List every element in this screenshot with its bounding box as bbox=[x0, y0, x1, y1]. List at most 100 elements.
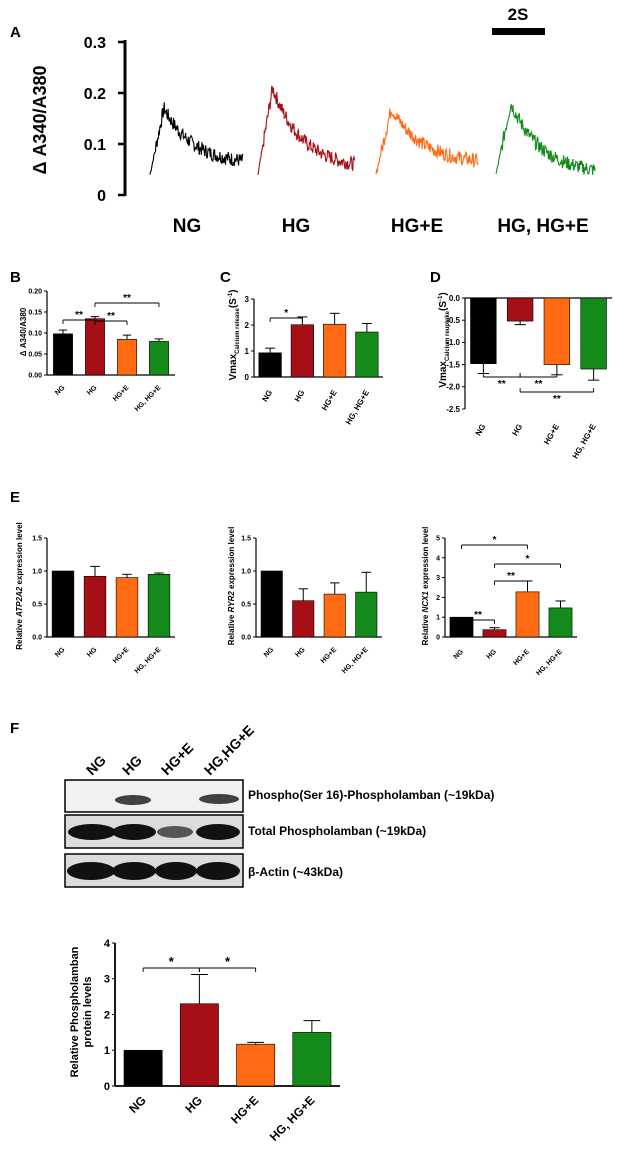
category-label: HG, HG+E bbox=[134, 646, 163, 675]
y-tick-label: 3 bbox=[436, 575, 440, 582]
trace-label-hg-hge: HG, HG+E bbox=[497, 216, 588, 237]
panel-a-ticks: 0 0.1 0.2 0.3 bbox=[84, 35, 125, 205]
y-tick-label: 0.0 bbox=[32, 634, 42, 641]
category-label: HG, HG+E bbox=[341, 646, 370, 675]
trace-3 bbox=[495, 103, 596, 175]
bar-2 bbox=[117, 338, 137, 376]
category-label: NG bbox=[474, 423, 488, 438]
bar-0 bbox=[449, 616, 474, 638]
panel-d-chart: 0.0 -0.5 -1.0 -1.5 -2.0 -2.5 NG HG HG+E HG, HG+E *… bbox=[446, 294, 612, 460]
bar-3 bbox=[355, 331, 379, 378]
blot-row-label: β-Actin (~43kDa) bbox=[248, 865, 343, 879]
category-label: HG+E bbox=[542, 422, 561, 446]
category-label: HG+E bbox=[112, 646, 131, 665]
y-tick-label: 0.3 bbox=[84, 35, 106, 52]
blot-band bbox=[196, 824, 240, 840]
bar-2 bbox=[515, 591, 540, 638]
category-label: HG, HG+E bbox=[267, 1093, 318, 1144]
panel-label-f: F bbox=[10, 720, 19, 737]
panel-f-chart: 0 1 2 3 4 NG HG HG+E HG, HG+E * * bbox=[104, 938, 340, 1144]
y-tick-label: -2.0 bbox=[446, 383, 460, 392]
bar-1 bbox=[83, 575, 107, 638]
bar-3 bbox=[580, 297, 607, 370]
blot-row-label: Phospho(Ser 16)-Phospholamban (~19kDa) bbox=[248, 788, 494, 802]
category-label: HG bbox=[510, 423, 524, 438]
category-label: HG, HG+E bbox=[134, 384, 163, 413]
bar-3 bbox=[355, 591, 378, 638]
panel-c-chart: 0 1 2 3 NG HG HG+E HG, HG+E * bbox=[245, 295, 383, 426]
category-label: HG, HG+E bbox=[344, 388, 371, 426]
category-label: HG bbox=[293, 389, 307, 404]
panel-b-ylabel: Δ A340/A380 bbox=[19, 307, 28, 356]
y-tick-label: 2 bbox=[245, 321, 250, 330]
category-label: NG bbox=[54, 646, 67, 659]
y-tick-label: 1.5 bbox=[32, 535, 42, 542]
panel-e3-ylabel: Relative NCX1 expression level bbox=[421, 527, 430, 646]
y-tick-label: 3 bbox=[245, 295, 250, 304]
sig-marker: * bbox=[284, 308, 288, 319]
bar-2 bbox=[543, 297, 571, 365]
blot-lane-label: HG bbox=[119, 752, 145, 778]
bar-0 bbox=[260, 570, 283, 638]
category-label: HG, HG+E bbox=[571, 422, 598, 460]
category-label: HG+E bbox=[112, 384, 131, 403]
panel-e1-chart: 0.0 0.5 1.0 1.5 NG HG HG+E HG, HG+E bbox=[32, 535, 175, 675]
blot-lane-label: NG bbox=[83, 752, 109, 778]
y-tick-label: 1 bbox=[245, 347, 250, 356]
y-tick-label: -0.5 bbox=[446, 316, 460, 325]
category-label: HG bbox=[486, 648, 499, 661]
bar-3 bbox=[292, 1032, 332, 1087]
bar-3 bbox=[149, 341, 169, 376]
blot-lane-labels: NG HG HG+E HG,HG+E bbox=[83, 722, 257, 778]
y-tick-label: 0.2 bbox=[84, 86, 106, 103]
blot-band bbox=[112, 862, 156, 880]
y-tick-label: 0 bbox=[104, 1081, 110, 1093]
panel-b-chart: 0.00 0.05 0.10 0.15 0.20 NG HG HG+E HG, HG+E ** **… bbox=[28, 288, 175, 413]
y-tick-label: 0 bbox=[97, 188, 106, 205]
y-tick-label: 1 bbox=[436, 615, 440, 622]
trace-label-hg: HG bbox=[282, 216, 311, 237]
y-tick-label: 0 bbox=[245, 373, 250, 382]
blot-band bbox=[115, 795, 151, 805]
category-label: NG bbox=[54, 384, 67, 397]
trace-0 bbox=[149, 102, 244, 175]
category-label: HG bbox=[86, 384, 99, 397]
sig-marker: * bbox=[225, 954, 231, 969]
y-tick-label: 1 bbox=[104, 1045, 110, 1057]
category-label: NG bbox=[260, 389, 274, 404]
bar-1 bbox=[290, 324, 314, 378]
y-tick-label: 0.05 bbox=[28, 351, 42, 358]
bar-0 bbox=[258, 352, 282, 378]
panel-label-a: A bbox=[10, 24, 21, 41]
panel-label-b: B bbox=[10, 269, 21, 286]
category-label: NG bbox=[263, 646, 276, 659]
sig-marker: * bbox=[169, 954, 175, 969]
panel-label-c: C bbox=[220, 269, 231, 286]
scale-bar-label: 2S bbox=[508, 5, 529, 24]
bar-0 bbox=[51, 570, 75, 638]
blot-band bbox=[199, 794, 239, 804]
y-tick-label: 1.0 bbox=[241, 568, 251, 575]
y-tick-label: 5 bbox=[436, 535, 440, 542]
y-tick-label: 0.0 bbox=[449, 294, 461, 303]
y-tick-label: 2 bbox=[104, 1009, 110, 1021]
category-label: HG+E bbox=[320, 646, 339, 665]
blot-lane-label: HG+E bbox=[158, 740, 197, 779]
y-tick-label: 1.5 bbox=[241, 535, 251, 542]
category-label: HG bbox=[182, 1093, 205, 1116]
y-tick-label: 0.5 bbox=[241, 601, 251, 608]
y-tick-label: 4 bbox=[436, 555, 440, 562]
y-tick-label: 0.00 bbox=[28, 372, 42, 379]
panel-a-ylabel: Δ A340/A380 bbox=[30, 65, 50, 174]
bar-1 bbox=[482, 629, 507, 638]
blot-band bbox=[68, 824, 116, 840]
sig-marker: ** bbox=[553, 394, 561, 405]
sig-marker: ** bbox=[507, 571, 515, 582]
panel-a: 2S Δ A340/A380 0 0.1 0.2 0.3 NG HG HG+E … bbox=[30, 5, 596, 237]
panel-e1-ylabel: Relative ATP2A2 expression level bbox=[15, 522, 24, 649]
blot-lane-label: HG,HG+E bbox=[201, 722, 257, 778]
western-blot: NG HG HG+E HG,HG+E Phospho(Ser 16)-Phosp… bbox=[64, 722, 494, 888]
bar-0 bbox=[53, 333, 73, 376]
bar-1 bbox=[292, 600, 315, 638]
